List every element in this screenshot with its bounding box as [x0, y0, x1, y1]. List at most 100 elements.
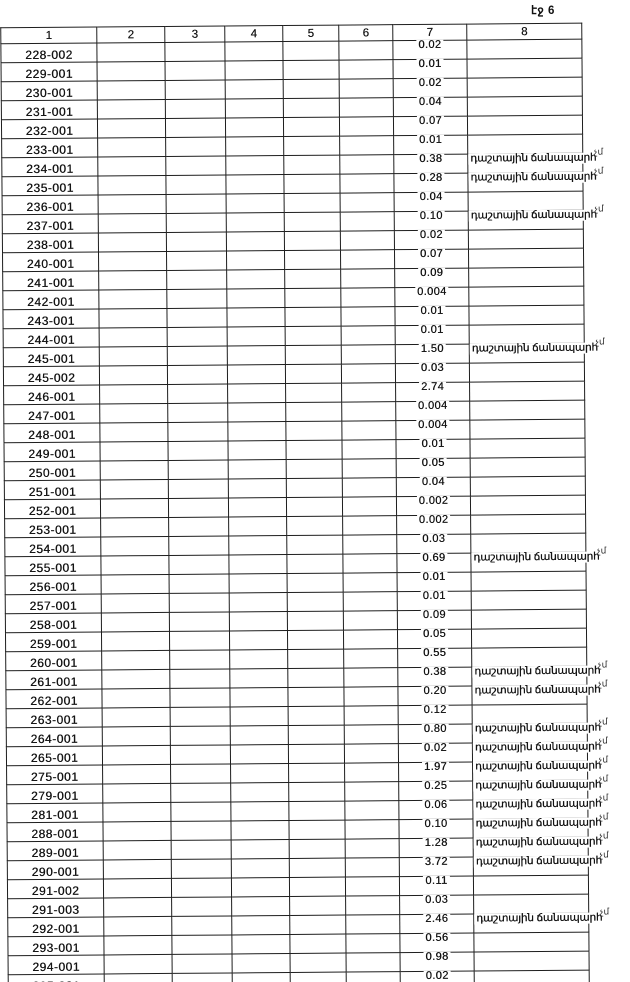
row-value: 0.01: [418, 323, 446, 336]
row-value: 0.07: [417, 247, 446, 260]
empty-cell: [289, 915, 346, 935]
empty-cell: [229, 592, 288, 612]
empty-cell: [346, 971, 401, 982]
empty-cell: [339, 154, 394, 175]
empty-cell: [103, 935, 173, 955]
empty-cell: [169, 592, 230, 613]
row-value-cell: 0.004: [394, 286, 469, 307]
row-id: 262-001: [5, 688, 103, 709]
empty-cell: [345, 876, 400, 897]
empty-cell: [285, 326, 342, 346]
row-value-cell: 0.07: [393, 114, 468, 136]
empty-cell: [171, 858, 232, 879]
row-value-cell: 0.002: [396, 514, 471, 535]
row-value: 0.55: [421, 646, 449, 659]
empty-cell: [98, 308, 168, 328]
row-value: 0.07: [416, 114, 445, 127]
empty-cell: [289, 934, 347, 954]
row-value: 0.10: [422, 817, 450, 830]
row-note-cell: [471, 590, 587, 611]
empty-cell: [341, 401, 396, 422]
empty-cell: [101, 631, 170, 651]
empty-cell: [229, 687, 289, 707]
row-id: 251-001: [4, 479, 101, 500]
empty-cell: [288, 782, 345, 802]
empty-cell: [102, 783, 171, 803]
margin-mark: չմ: [599, 849, 609, 860]
empty-cell: [230, 744, 289, 764]
empty-cell: [172, 953, 233, 974]
row-value: 0.02: [423, 969, 451, 982]
column-header: 2: [96, 26, 165, 43]
row-id: 243-001: [2, 308, 100, 329]
row-value-cell: 0.11: [399, 875, 474, 896]
row-note: դաշտային ճանապարհ: [471, 550, 601, 564]
empty-cell: [341, 363, 396, 384]
empty-cell: [171, 915, 232, 936]
row-value-cell: 0.01: [397, 571, 472, 592]
row-id: 258-001: [5, 612, 102, 633]
row-value: 0.56: [423, 931, 451, 944]
empty-cell: [286, 459, 343, 479]
row-id: 289-001: [7, 840, 104, 861]
empty-cell: [99, 327, 168, 347]
empty-cell: [343, 648, 398, 669]
empty-cell: [98, 213, 167, 233]
empty-cell: [289, 858, 346, 878]
row-value-cell: 1.50: [395, 343, 470, 364]
empty-cell: [165, 136, 226, 157]
empty-cell: [98, 251, 167, 271]
empty-cell: [229, 649, 288, 669]
row-value-cell: 0.04: [396, 476, 471, 497]
empty-cell: [286, 497, 343, 517]
margin-mark: չմ: [598, 773, 609, 784]
row-value-cell: 0.07: [394, 247, 469, 269]
margin-mark: չմ: [595, 336, 605, 347]
empty-cell: [97, 156, 166, 176]
row-id: 293-001: [7, 935, 105, 956]
row-note-cell: [469, 419, 585, 440]
empty-cell: [226, 193, 285, 213]
column-header: 6: [338, 24, 393, 42]
empty-cell: [230, 801, 289, 821]
empty-cell: [286, 554, 344, 574]
empty-cell: [102, 707, 171, 727]
row-value-cell: 2.74: [395, 380, 470, 402]
row-note-cell: [469, 362, 585, 383]
empty-cell: [287, 611, 344, 631]
row-id: 281-001: [6, 802, 103, 823]
row-id: 260-001: [5, 650, 102, 671]
page-number: էջ 6: [531, 5, 555, 17]
row-id: 246-001: [3, 384, 100, 405]
empty-cell: [287, 592, 344, 612]
empty-cell: [170, 801, 231, 822]
row-note: դաշտային ճանապարհ: [473, 759, 603, 773]
row-value: 2.74: [419, 380, 447, 393]
row-note: դաշտային ճանապարհ: [469, 341, 599, 355]
empty-cell: [102, 802, 171, 822]
row-note: դաշտային ճանապարհ: [468, 208, 598, 222]
row-value-cell: 0.02: [392, 39, 467, 60]
empty-cell: [103, 897, 172, 917]
row-value-cell: 1.28: [399, 837, 474, 858]
empty-cell: [225, 174, 285, 194]
row-value: 0.10: [417, 209, 445, 222]
row-value-cell: 1.97: [398, 761, 473, 782]
row-note-cell: [469, 438, 586, 459]
empty-cell: [345, 895, 400, 916]
margin-mark: չմ: [598, 716, 608, 727]
empty-cell: [287, 630, 344, 650]
row-value: 0.69: [420, 551, 448, 564]
empty-cell: [166, 193, 227, 214]
margin-mark: չմ: [598, 754, 609, 765]
empty-cell: [170, 744, 231, 765]
row-value-cell: 0.01: [395, 323, 470, 345]
row-id: 240-001: [2, 251, 99, 272]
empty-cell: [102, 764, 171, 784]
empty-cell: [343, 610, 398, 631]
empty-cell: [227, 440, 287, 460]
row-value-cell: 0.28: [393, 172, 469, 193]
empty-cell: [228, 459, 287, 479]
row-note-cell: [473, 932, 590, 953]
empty-cell: [103, 859, 172, 879]
